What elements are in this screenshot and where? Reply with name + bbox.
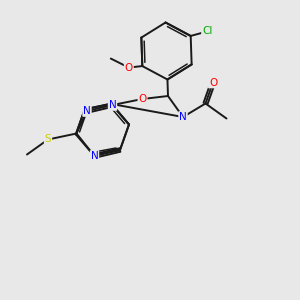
Text: O: O (125, 63, 133, 73)
Text: S: S (45, 134, 51, 145)
Text: N: N (83, 106, 91, 116)
Text: O: O (209, 77, 217, 88)
Text: O: O (138, 94, 147, 104)
Text: N: N (91, 151, 98, 161)
Text: N: N (179, 112, 187, 122)
Text: Cl: Cl (202, 26, 212, 36)
Text: N: N (109, 100, 116, 110)
